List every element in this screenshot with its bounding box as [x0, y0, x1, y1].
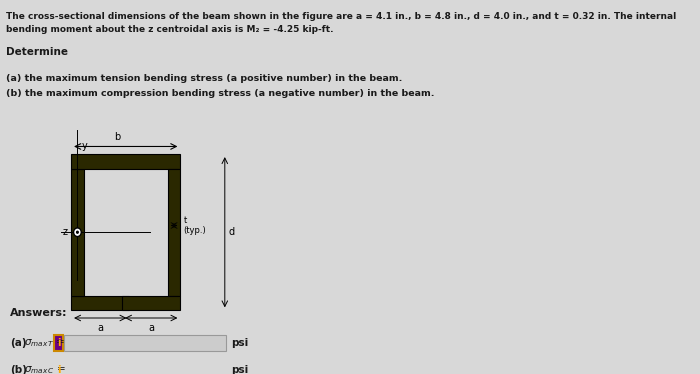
Text: b: b [115, 132, 121, 142]
Text: a: a [148, 323, 154, 333]
Circle shape [75, 229, 80, 235]
Bar [71, 154, 181, 169]
Bar [54, 362, 64, 374]
Text: d: d [229, 227, 235, 237]
Bar [54, 335, 64, 351]
Bar [71, 169, 84, 296]
Text: i: i [57, 365, 61, 374]
Text: The cross-sectional dimensions of the beam shown in the figure are a = 4.1 in., : The cross-sectional dimensions of the be… [6, 12, 677, 21]
Bar [64, 335, 225, 351]
Circle shape [76, 231, 78, 233]
Text: (b) the maximum compression bending stress (a negative number) in the beam.: (b) the maximum compression bending stre… [6, 89, 435, 98]
Text: Determine: Determine [6, 47, 69, 57]
Text: z: z [63, 227, 68, 237]
Text: psi: psi [231, 365, 248, 374]
Bar [71, 296, 130, 310]
Circle shape [74, 228, 81, 237]
Text: i: i [57, 338, 61, 348]
Text: (b): (b) [10, 365, 27, 374]
Text: $\sigma_{max\,T}$ =: $\sigma_{max\,T}$ = [25, 337, 66, 349]
Bar [122, 296, 181, 310]
Text: y: y [81, 141, 88, 151]
Text: bending moment about the z centroidal axis is M₂ = -4.25 kip-ft.: bending moment about the z centroidal ax… [6, 25, 334, 34]
Text: a: a [97, 323, 104, 333]
Text: Answers:: Answers: [10, 308, 67, 318]
Text: psi: psi [231, 338, 248, 348]
Bar [64, 362, 225, 374]
Text: t
(typ.): t (typ.) [183, 216, 206, 235]
Text: (a): (a) [10, 338, 27, 348]
Bar [168, 169, 181, 296]
Text: (a) the maximum tension bending stress (a positive number) in the beam.: (a) the maximum tension bending stress (… [6, 74, 402, 83]
Text: $\sigma_{max\,C}$ =: $\sigma_{max\,C}$ = [25, 364, 66, 374]
